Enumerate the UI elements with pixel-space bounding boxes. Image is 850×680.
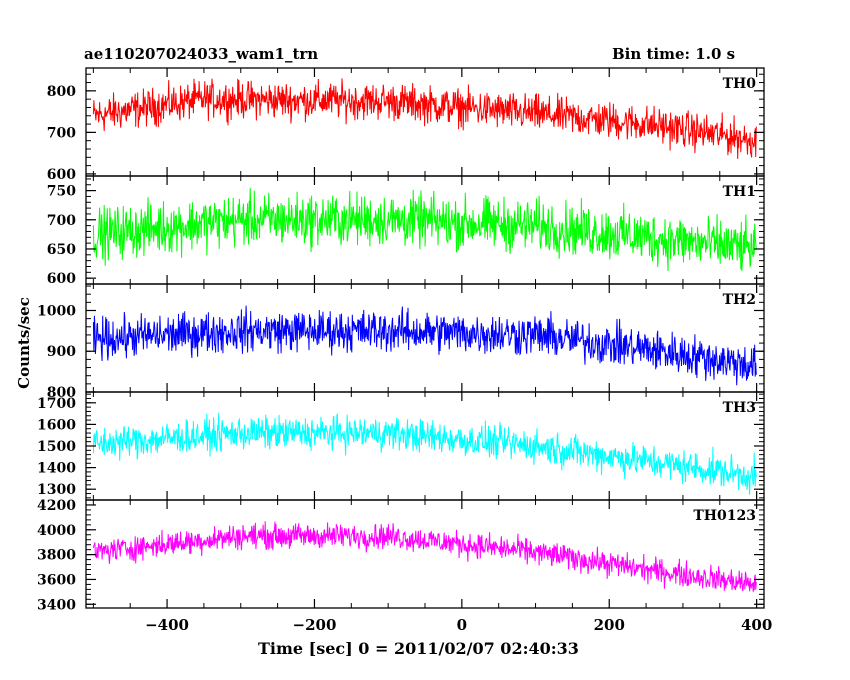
panel-label-th3: TH3 — [723, 400, 756, 416]
y-tick-label: 1300 — [37, 482, 76, 498]
y-tick-label: 1500 — [37, 439, 76, 455]
y-tick-label: 800 — [47, 385, 76, 401]
y-tick-label: 3400 — [37, 597, 76, 613]
y-tick-label: 650 — [47, 242, 76, 258]
y-axis-label: Counts/sec — [14, 297, 33, 389]
x-tick-label: 400 — [741, 616, 772, 634]
x-axis-label: Time [sec] 0 = 2011/02/07 02:40:33 — [258, 639, 579, 658]
y-tick-label: 750 — [47, 184, 76, 200]
series-line-th3 — [92, 412, 757, 495]
panel-label-th2: TH2 — [723, 292, 756, 308]
y-tick-label: 1700 — [37, 396, 76, 412]
x-tick-label: 0 — [457, 616, 467, 634]
y-tick-label: 1000 — [37, 303, 76, 319]
series-line-th0 — [92, 78, 757, 160]
y-tick-label: 3600 — [37, 572, 76, 588]
x-tick-label: 200 — [594, 616, 625, 634]
panel-frame-th3 — [85, 391, 765, 501]
series-line-th1 — [92, 187, 757, 272]
y-tick-label: 4000 — [37, 523, 76, 539]
chart-title: ae110207024033_wam1_trn — [84, 45, 319, 63]
panel-label-th1: TH1 — [723, 184, 756, 200]
x-tick-label: −200 — [293, 616, 337, 634]
y-tick-label: 4200 — [37, 498, 76, 514]
y-tick-label: 900 — [47, 344, 76, 360]
series-line-th2 — [92, 305, 757, 386]
panel-label-th0123: TH0123 — [693, 508, 756, 524]
x-tick-label: −400 — [145, 616, 189, 634]
series-line-th0123 — [92, 521, 757, 592]
y-tick-label: 600 — [47, 167, 76, 183]
bin-time-label: Bin time: 1.0 s — [612, 45, 736, 63]
y-tick-label: 1400 — [37, 461, 76, 477]
y-tick-label: 1600 — [37, 417, 76, 433]
panel-label-th0: TH0 — [723, 76, 757, 92]
y-tick-label: 700 — [47, 213, 76, 229]
panel-frame-th0123 — [85, 499, 765, 609]
y-tick-label: 3800 — [37, 548, 76, 564]
y-tick-label: 800 — [47, 84, 76, 100]
y-tick-label: 600 — [47, 271, 76, 287]
y-tick-label: 700 — [47, 125, 76, 141]
